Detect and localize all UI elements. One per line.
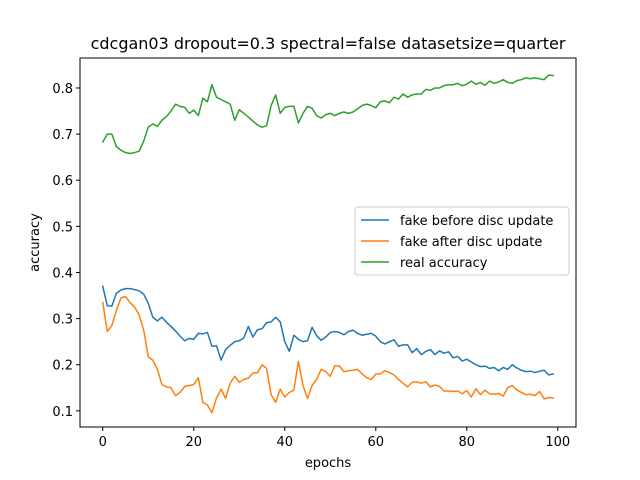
legend-box bbox=[354, 206, 570, 276]
y-tick-label: 0.7 bbox=[52, 128, 73, 143]
y-tick-label: 0.2 bbox=[52, 359, 73, 374]
y-tick-label: 0.4 bbox=[52, 266, 73, 281]
x-tick-label: 20 bbox=[185, 435, 202, 450]
chart-title: cdcgan03 dropout=0.3 spectral=false data… bbox=[91, 34, 566, 53]
x-tick-label: 60 bbox=[368, 435, 385, 450]
y-tick-label: 0.5 bbox=[52, 220, 73, 235]
y-axis-ticks: 0.1 0.2 0.3 0.4 0.5 0.6 0.7 0.8 bbox=[52, 82, 80, 420]
x-tick-label: 100 bbox=[545, 435, 570, 450]
y-tick-label: 0.1 bbox=[52, 405, 73, 420]
series-lines bbox=[101, 74, 555, 414]
plot-frame bbox=[79, 57, 577, 428]
x-tick-label: 0 bbox=[99, 435, 107, 450]
x-axis-ticks: 0 20 40 60 80 100 bbox=[99, 427, 570, 450]
series-line-1 bbox=[101, 295, 555, 414]
y-tick-label: 0.3 bbox=[52, 313, 73, 328]
x-tick-label: 40 bbox=[276, 435, 293, 450]
y-tick-label: 0.6 bbox=[52, 174, 73, 189]
legend-label-1: fake after disc update bbox=[400, 235, 542, 250]
x-axis-label: epochs bbox=[305, 456, 352, 471]
y-axis-label: accuracy bbox=[28, 213, 43, 272]
series-line-2 bbox=[101, 74, 555, 155]
legend-label-2: real accuracy bbox=[400, 256, 488, 271]
x-tick-label: 80 bbox=[459, 435, 476, 450]
series-line-0 bbox=[101, 285, 555, 376]
legend: fake before disc update fake after disc u… bbox=[354, 206, 570, 276]
y-tick-label: 0.8 bbox=[52, 82, 73, 97]
legend-label-0: fake before disc update bbox=[400, 214, 553, 229]
